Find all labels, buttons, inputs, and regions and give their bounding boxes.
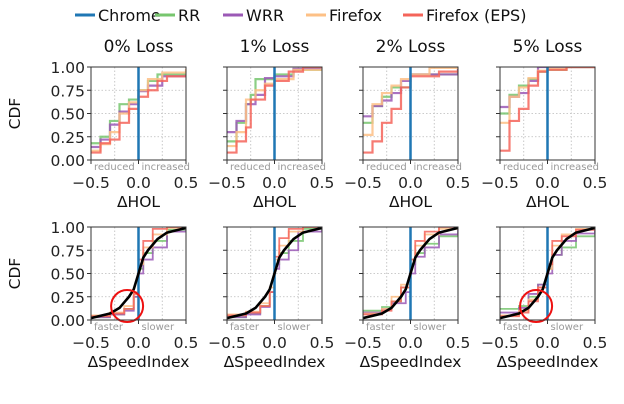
x-tick-label: −0.5	[72, 174, 110, 192]
series-firefox-eps	[227, 67, 322, 154]
x-tick-label: −0.5	[208, 174, 246, 192]
series-firefox-eps	[363, 69, 458, 154]
y-tick-label: 0.50	[50, 106, 85, 124]
x-tick-label: −0.5	[481, 174, 519, 192]
region-right-label: increased	[551, 162, 600, 173]
region-right-label: slower	[278, 322, 311, 333]
region-left-label: faster	[94, 322, 124, 333]
column-title: 5% Loss	[513, 37, 583, 57]
panel-hol-2: reduced increased −0.5 0.0 0.5 ΔHOL 2% Loss	[344, 37, 470, 211]
highlight-circle	[110, 289, 145, 324]
legend-label: Firefox	[329, 6, 382, 25]
x-tick-label: −0.5	[72, 334, 110, 352]
x-tick-label: −0.5	[344, 174, 382, 192]
region-left-label: faster	[230, 322, 260, 333]
x-tick-label: 0.0	[262, 334, 287, 352]
legend-label: RR	[178, 6, 200, 25]
y-tick-label: 1.00	[50, 59, 85, 77]
column-title: 1% Loss	[240, 37, 310, 57]
y-tick-label: 1.00	[50, 219, 85, 237]
series-rr	[227, 68, 322, 143]
region-left-label: reduced	[94, 162, 135, 173]
region-left-label: faster	[503, 322, 533, 333]
region-right-label: slower	[414, 322, 447, 333]
x-axis-label: ΔHOL	[389, 193, 432, 211]
panel-hol-1: reduced increased −0.5 0.0 0.5 ΔHOL 1% Loss	[208, 37, 334, 211]
x-axis-label: ΔHOL	[117, 193, 160, 211]
legend-item: Firefox	[306, 6, 382, 25]
y-tick-label: 0.50	[50, 266, 85, 284]
region-right-label: increased	[414, 162, 463, 173]
y-tick-label: 0.00	[50, 312, 85, 330]
series-fit-curve	[363, 227, 458, 320]
column-title: 2% Loss	[376, 37, 446, 57]
y-tick-label: 0.25	[50, 289, 85, 307]
panel-hol-0: reduced increased −0.5 0.0 0.5 ΔHOL 0.00 0.25 0.…	[6, 37, 198, 211]
region-right-label: increased	[278, 162, 327, 173]
x-axis-label: ΔHOL	[526, 193, 569, 211]
x-tick-label: −0.5	[481, 334, 519, 352]
x-tick-label: −0.5	[344, 334, 382, 352]
x-axis-label: ΔSpeedIndex	[497, 353, 599, 371]
series-fit-curve	[500, 227, 595, 320]
region-left-label: faster	[366, 322, 396, 333]
highlight-circle	[519, 289, 554, 324]
x-tick-label: 0.5	[174, 334, 199, 352]
x-tick-label: 0.5	[174, 174, 199, 192]
series-fit-curve	[91, 227, 186, 320]
x-tick-label: 0.0	[262, 174, 287, 192]
series-firefox	[363, 67, 458, 136]
series-fit-curve	[227, 227, 322, 320]
legend-item: Chrome	[75, 6, 161, 25]
x-axis-label: ΔHOL	[253, 193, 296, 211]
x-tick-label: 0.0	[126, 174, 151, 192]
y-tick-label: 0.00	[50, 152, 85, 170]
x-tick-label: 0.5	[583, 174, 608, 192]
x-tick-label: 0.0	[126, 334, 151, 352]
region-left-label: reduced	[503, 162, 544, 173]
panel-hol-3: reduced increased −0.5 0.0 0.5 ΔHOL 5% Loss	[481, 37, 607, 211]
region-left-label: reduced	[366, 162, 407, 173]
y-tick-label: 0.75	[50, 242, 85, 260]
legend-label: WRR	[246, 6, 284, 25]
x-tick-label: 0.0	[398, 174, 423, 192]
y-axis-label: CDF	[6, 98, 24, 130]
region-left-label: reduced	[230, 162, 271, 173]
legend-label: Firefox (EPS)	[426, 6, 526, 25]
column-title: 0% Loss	[104, 37, 174, 57]
legend-item: WRR	[223, 6, 284, 25]
x-axis-label: ΔSpeedIndex	[88, 353, 190, 371]
x-tick-label: 0.5	[446, 334, 471, 352]
x-tick-label: 0.5	[310, 174, 335, 192]
series-firefox-eps	[500, 67, 595, 152]
legend-label: Chrome	[98, 6, 161, 25]
region-right-label: slower	[551, 322, 584, 333]
y-tick-label: 0.75	[50, 82, 85, 100]
legend-item: RR	[155, 6, 200, 25]
region-right-label: slower	[142, 322, 175, 333]
x-tick-label: 0.5	[583, 334, 608, 352]
x-tick-label: 0.5	[310, 334, 335, 352]
x-tick-label: −0.5	[208, 334, 246, 352]
x-tick-label: 0.0	[535, 334, 560, 352]
x-tick-label: 0.5	[446, 174, 471, 192]
region-right-label: increased	[142, 162, 191, 173]
x-axis-label: ΔSpeedIndex	[360, 353, 462, 371]
y-tick-label: 0.25	[50, 129, 85, 147]
x-axis-label: ΔSpeedIndex	[224, 353, 326, 371]
legend-item: Firefox (EPS)	[403, 6, 526, 25]
x-tick-label: 0.0	[398, 334, 423, 352]
x-tick-label: 0.0	[535, 174, 560, 192]
y-axis-label: CDF	[6, 258, 24, 290]
